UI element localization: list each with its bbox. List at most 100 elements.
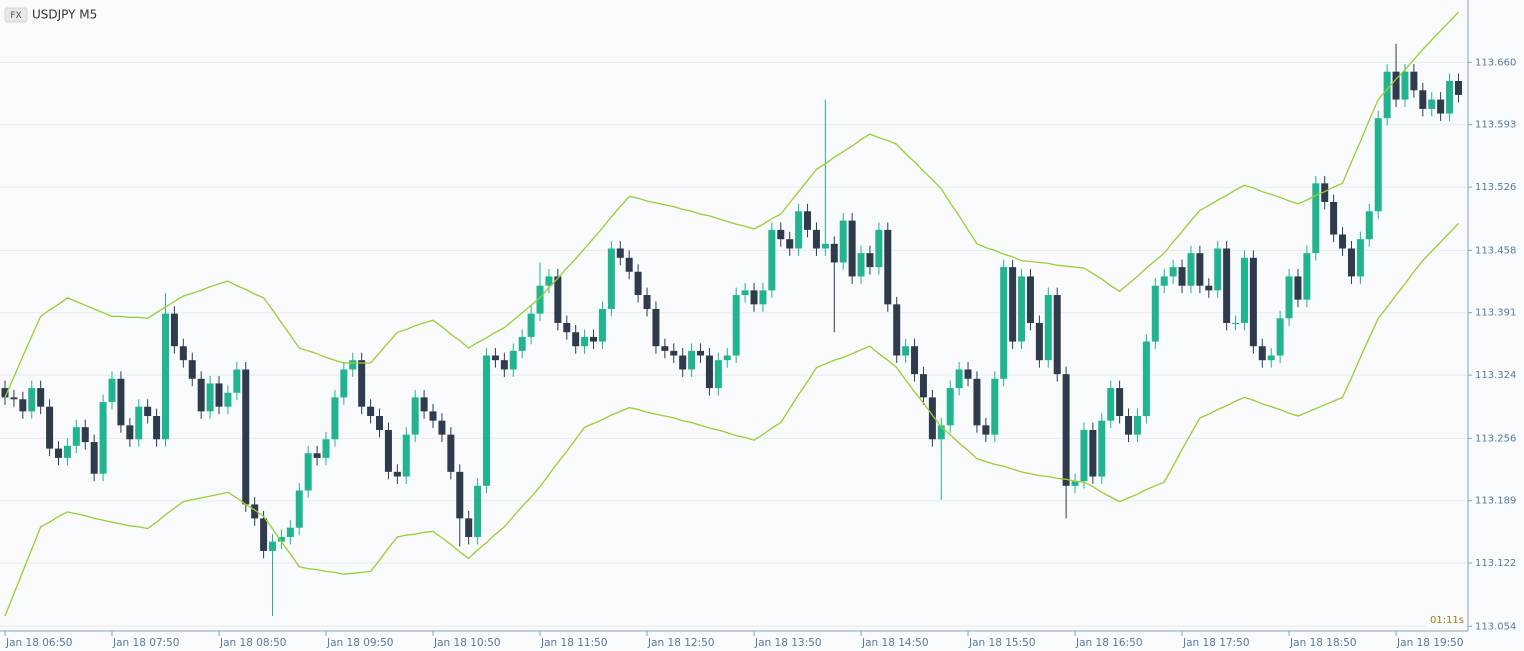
badge-box [4, 7, 28, 23]
candle-body [135, 406, 143, 440]
candle-body [277, 537, 285, 542]
candle-body [732, 295, 740, 356]
candle-body [1214, 248, 1222, 291]
candle-body [830, 243, 838, 263]
candle-body [661, 346, 669, 351]
y-tick-label: 113.189 [1475, 496, 1516, 507]
candle-body [518, 336, 526, 351]
y-tick-label: 113.458 [1475, 245, 1516, 256]
candle-body [447, 434, 455, 472]
candle-body [563, 322, 571, 333]
candle-body [126, 425, 134, 440]
candle-body [286, 527, 294, 538]
candle-body [55, 448, 63, 458]
candle-body [1454, 80, 1462, 95]
candle-body [1258, 346, 1266, 361]
candle-body [1107, 388, 1115, 421]
candle-body [1437, 99, 1445, 114]
candle-body [1080, 429, 1088, 482]
candle-body [1294, 276, 1302, 300]
candle-body [643, 295, 651, 309]
candle-body [340, 369, 348, 398]
candle-body [723, 355, 731, 361]
candle-body [90, 442, 98, 474]
candle-body [919, 374, 927, 398]
candle-body [679, 355, 687, 370]
candle-body [795, 211, 803, 249]
candle-body [857, 253, 865, 277]
chart-title: USDJPY M5 [32, 8, 97, 22]
x-tick-label: Jan 18 16:50 [1075, 637, 1142, 649]
candle-body [10, 397, 18, 400]
candle-body [28, 388, 36, 412]
x-tick-label: Jan 18 11:50 [540, 637, 607, 649]
y-tick-label: 113.122 [1475, 558, 1516, 569]
candle-body [911, 346, 919, 375]
candle-body [1044, 295, 1052, 361]
candle-body [1392, 71, 1400, 100]
candle-body [1285, 276, 1293, 319]
candle-body [233, 369, 241, 393]
candle-body [1098, 420, 1106, 477]
candle-body [1151, 285, 1159, 342]
candle-body [197, 378, 205, 412]
candle-body [946, 388, 954, 426]
badge: FX [10, 11, 21, 21]
candle-body [839, 220, 847, 263]
candle-body [1205, 285, 1213, 291]
x-tick-label: Jan 18 18:50 [1289, 637, 1356, 649]
candle-body [295, 490, 303, 528]
y-tick-label: 113.660 [1475, 57, 1516, 68]
x-tick-label: Jan 18 13:50 [754, 637, 821, 649]
candle-body [937, 425, 945, 440]
candle-body [81, 427, 89, 443]
candle-body [349, 360, 357, 370]
candle-body [322, 439, 330, 458]
candle-body [1062, 374, 1070, 486]
candle-body [777, 229, 785, 240]
candle-body [1321, 183, 1329, 202]
x-tick-label: Jan 18 07:50 [112, 637, 179, 649]
candle-body [634, 271, 642, 296]
candle-body [545, 276, 553, 286]
candle-body [1303, 253, 1311, 300]
candle-body [1330, 201, 1338, 235]
x-tick-label: Jan 18 09:50 [326, 637, 393, 649]
candle-body [1169, 267, 1177, 277]
y-tick-label: 113.324 [1475, 370, 1516, 381]
candle-body [37, 388, 45, 407]
candle-body [670, 350, 678, 356]
candle-body [1053, 295, 1061, 375]
candle-body [1125, 416, 1133, 435]
candle-body [1267, 355, 1275, 361]
candle-body [224, 392, 232, 407]
candle-body [1232, 322, 1240, 324]
candle-body [705, 355, 713, 389]
candle-body [1142, 341, 1150, 417]
candle-body [1089, 429, 1097, 477]
candle-body [607, 248, 615, 309]
candle-body [19, 399, 27, 412]
candle-body [393, 471, 401, 477]
candle-body [509, 350, 517, 370]
candle-body [117, 378, 125, 426]
candle-body [991, 378, 999, 435]
y-tick-label: 113.593 [1475, 120, 1516, 131]
candle-body [866, 253, 874, 268]
candle-body [804, 211, 812, 230]
candle-body [72, 427, 80, 446]
x-tick-label: Jan 18 12:50 [647, 637, 714, 649]
candle-body [1009, 267, 1017, 342]
candle-body [652, 308, 660, 347]
candle-body [1428, 99, 1436, 109]
candle-body [1365, 211, 1373, 240]
x-tick-label: Jan 18 17:50 [1182, 637, 1249, 649]
candle-body [1000, 267, 1008, 379]
candle-body [1249, 257, 1257, 347]
candle-body [955, 369, 963, 389]
y-tick-label: 113.526 [1475, 182, 1516, 193]
y-tick-label: 113.256 [1475, 433, 1516, 444]
x-tick-label: Jan 18 14:50 [861, 637, 928, 649]
